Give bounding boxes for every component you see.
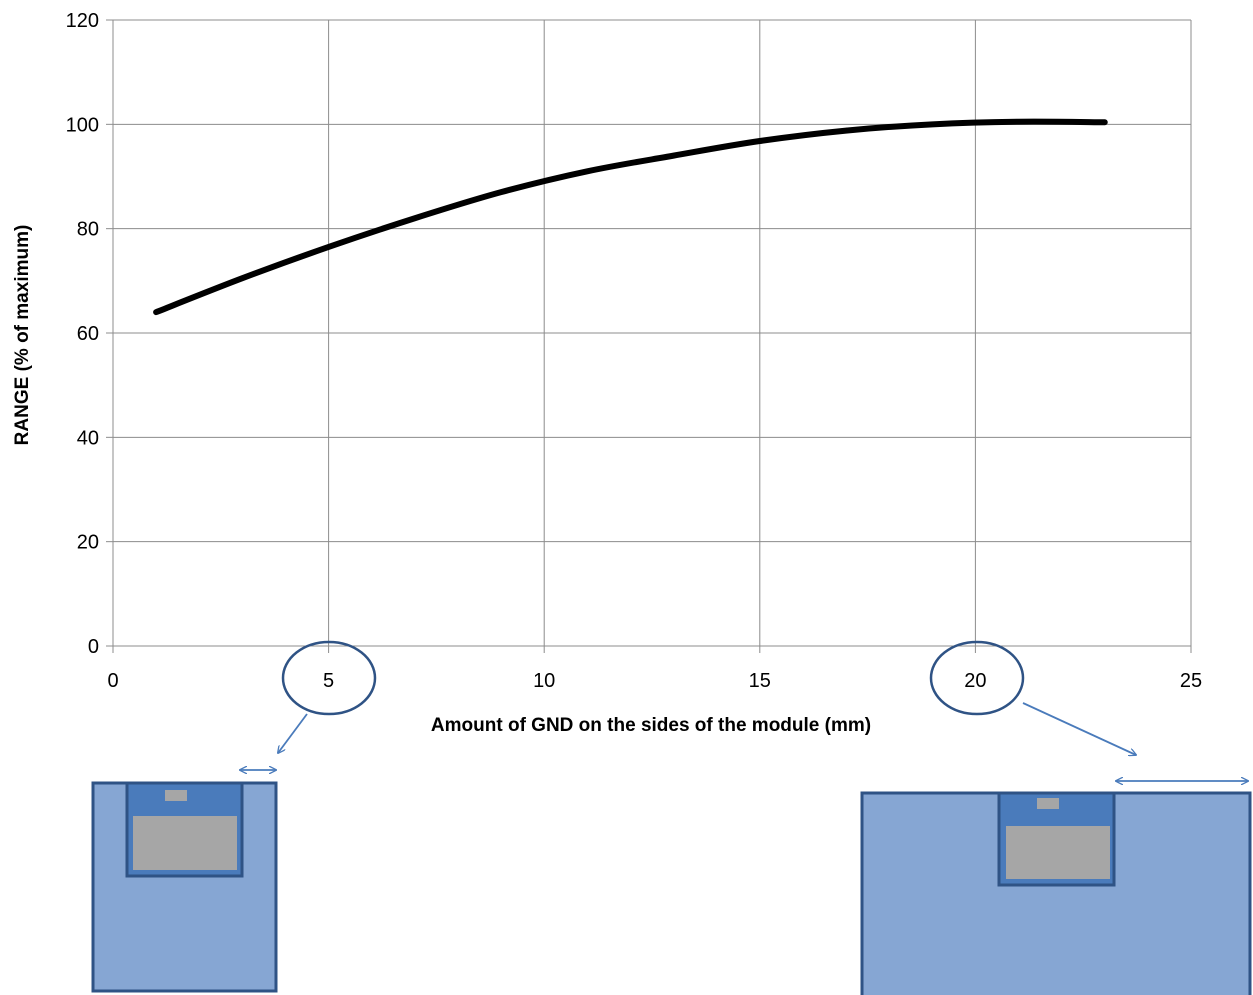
x-tick-label: 5	[323, 670, 334, 692]
y-tick-label: 80	[77, 219, 99, 241]
small-board-led	[165, 790, 187, 801]
grid-lines	[113, 19, 1192, 646]
y-tick-label: 40	[77, 427, 99, 449]
y-tick-label: 100	[66, 114, 99, 136]
y-tick-label: 20	[77, 532, 99, 554]
x-axis-title: Amount of GND on the sides of the module…	[431, 715, 871, 736]
y-tick-label: 60	[77, 323, 99, 345]
x-tick-label: 20	[964, 670, 986, 692]
large-board-chip	[1006, 826, 1110, 879]
small-board-illustration	[91, 770, 278, 993]
axes	[106, 19, 1192, 653]
large-board-led	[1037, 798, 1059, 809]
large-board-illustration	[860, 781, 1252, 995]
highlight-circle-5	[281, 640, 377, 716]
y-tick-label: 120	[66, 10, 99, 32]
x-tick-label: 10	[533, 670, 555, 692]
highlight-circle-20	[929, 640, 1025, 716]
callout-arrow-large	[1022, 702, 1136, 755]
x-tick-label: 25	[1180, 670, 1202, 692]
series-line-0	[153, 118, 1108, 316]
tick-labels: 0 20 40 60 80 100 120 0 5 10 15 20 25	[66, 10, 1203, 692]
series-layer	[153, 118, 1108, 316]
y-axis-title: RANGE (% of maximum)	[12, 225, 33, 446]
y-tick-label: 0	[88, 636, 99, 658]
callout-arrow-small	[278, 713, 308, 753]
small-board-chip	[133, 816, 237, 870]
x-tick-label: 0	[107, 670, 118, 692]
x-tick-label: 15	[749, 670, 771, 692]
